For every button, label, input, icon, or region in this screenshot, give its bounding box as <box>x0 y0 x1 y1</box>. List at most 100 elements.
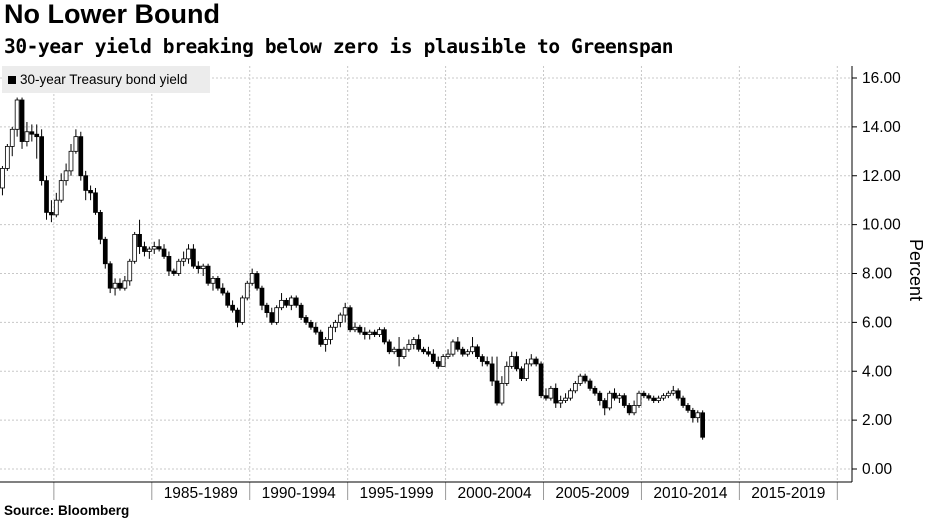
candle-body <box>156 246 162 250</box>
candle-body <box>666 392 671 397</box>
candle-body <box>543 395 549 399</box>
candle-body <box>690 409 696 419</box>
candle-body <box>396 348 402 357</box>
candle-body <box>607 392 612 409</box>
candle-body <box>528 358 534 365</box>
candle-body <box>435 361 441 367</box>
candle-body <box>558 400 564 404</box>
candle-body <box>0 168 5 189</box>
candle-body <box>132 233 138 262</box>
candle-body <box>533 358 539 365</box>
candle-body <box>587 380 593 389</box>
candle-body <box>661 395 666 399</box>
candle-body <box>142 246 147 252</box>
candle-body <box>430 353 436 362</box>
candle-body <box>98 212 103 240</box>
candle-body <box>259 287 265 306</box>
candle-body <box>240 297 245 323</box>
chart-subtitle: 30-year yield breaking below zero is pla… <box>4 35 674 58</box>
candle-body <box>19 99 25 142</box>
legend: 30-year Treasury bond yield <box>2 66 210 93</box>
candle-body <box>700 412 706 438</box>
candle-body <box>514 356 519 370</box>
candle-body <box>455 341 461 350</box>
candle-body <box>328 326 333 340</box>
candle-body <box>401 348 407 357</box>
candle-body <box>391 348 397 353</box>
candle-body <box>572 383 578 392</box>
candle-body <box>171 270 177 274</box>
candle-body <box>284 299 289 306</box>
candle-body <box>372 331 377 335</box>
y-tick-label: 16.00 <box>862 70 901 87</box>
candle-body <box>416 339 422 350</box>
candle-body <box>582 375 588 382</box>
candle-body <box>670 390 676 394</box>
candle-body <box>49 212 54 216</box>
candle-body <box>195 265 201 270</box>
candle-body <box>445 353 451 357</box>
candle-body <box>230 304 235 311</box>
candle-body <box>641 392 647 397</box>
candle-body <box>186 248 191 260</box>
candle-body <box>617 395 622 399</box>
y-axis-title: Percent <box>906 239 926 301</box>
candle-body <box>421 348 426 353</box>
y-tick-label: 0.00 <box>862 461 893 478</box>
candle-body <box>200 265 206 270</box>
candle-body <box>205 265 211 284</box>
candle-body <box>308 321 314 328</box>
candle-body <box>151 246 157 250</box>
candle-body <box>631 405 637 414</box>
candle-body <box>651 397 657 401</box>
candle-body <box>347 307 353 331</box>
y-tick-label: 4.00 <box>862 363 893 380</box>
candle-body <box>386 341 392 353</box>
candle-body <box>484 361 490 365</box>
y-tick-label: 6.00 <box>862 314 893 331</box>
candle-body <box>440 356 446 367</box>
candle-body <box>235 309 240 323</box>
candle-body <box>377 329 382 335</box>
candle-body <box>685 405 691 411</box>
candle-body <box>112 282 118 289</box>
candle-body <box>279 299 284 309</box>
candle-body <box>146 248 152 252</box>
x-tick-label: 2015-2019 <box>751 485 825 502</box>
candle-body <box>489 363 495 382</box>
candle-body <box>646 395 652 399</box>
candle-body <box>293 297 299 306</box>
candle-body <box>636 392 642 406</box>
candle-body <box>14 99 20 130</box>
legend-label: 30-year Treasury bond yield <box>20 72 188 87</box>
candle-body <box>352 326 358 331</box>
candle-body <box>220 287 226 294</box>
x-tick-label: 2005-2009 <box>555 485 629 502</box>
candle-body <box>342 307 348 316</box>
candle-body <box>269 312 275 323</box>
candle-body <box>426 351 431 355</box>
candle-body <box>191 248 196 267</box>
candle-body <box>9 128 15 147</box>
candle-body <box>695 412 701 419</box>
candle-body <box>73 136 79 152</box>
candle-body <box>117 282 123 289</box>
x-tick-label: 1990-1994 <box>262 485 337 502</box>
candle-body <box>597 392 603 401</box>
candle-body <box>215 277 221 289</box>
candle-body <box>592 387 598 394</box>
candle-body <box>39 136 44 182</box>
candle-body <box>288 297 294 306</box>
candle-body <box>34 133 40 138</box>
candle-body <box>161 248 167 257</box>
x-tick-label: 1985-1989 <box>164 485 238 502</box>
candle-body <box>29 131 35 135</box>
candle-body <box>411 339 417 345</box>
candle-body <box>621 395 627 406</box>
candle-body <box>166 255 172 272</box>
candle-body <box>568 390 573 399</box>
candle-body <box>470 346 475 353</box>
candle-body <box>298 304 304 318</box>
candle-body <box>63 170 69 182</box>
